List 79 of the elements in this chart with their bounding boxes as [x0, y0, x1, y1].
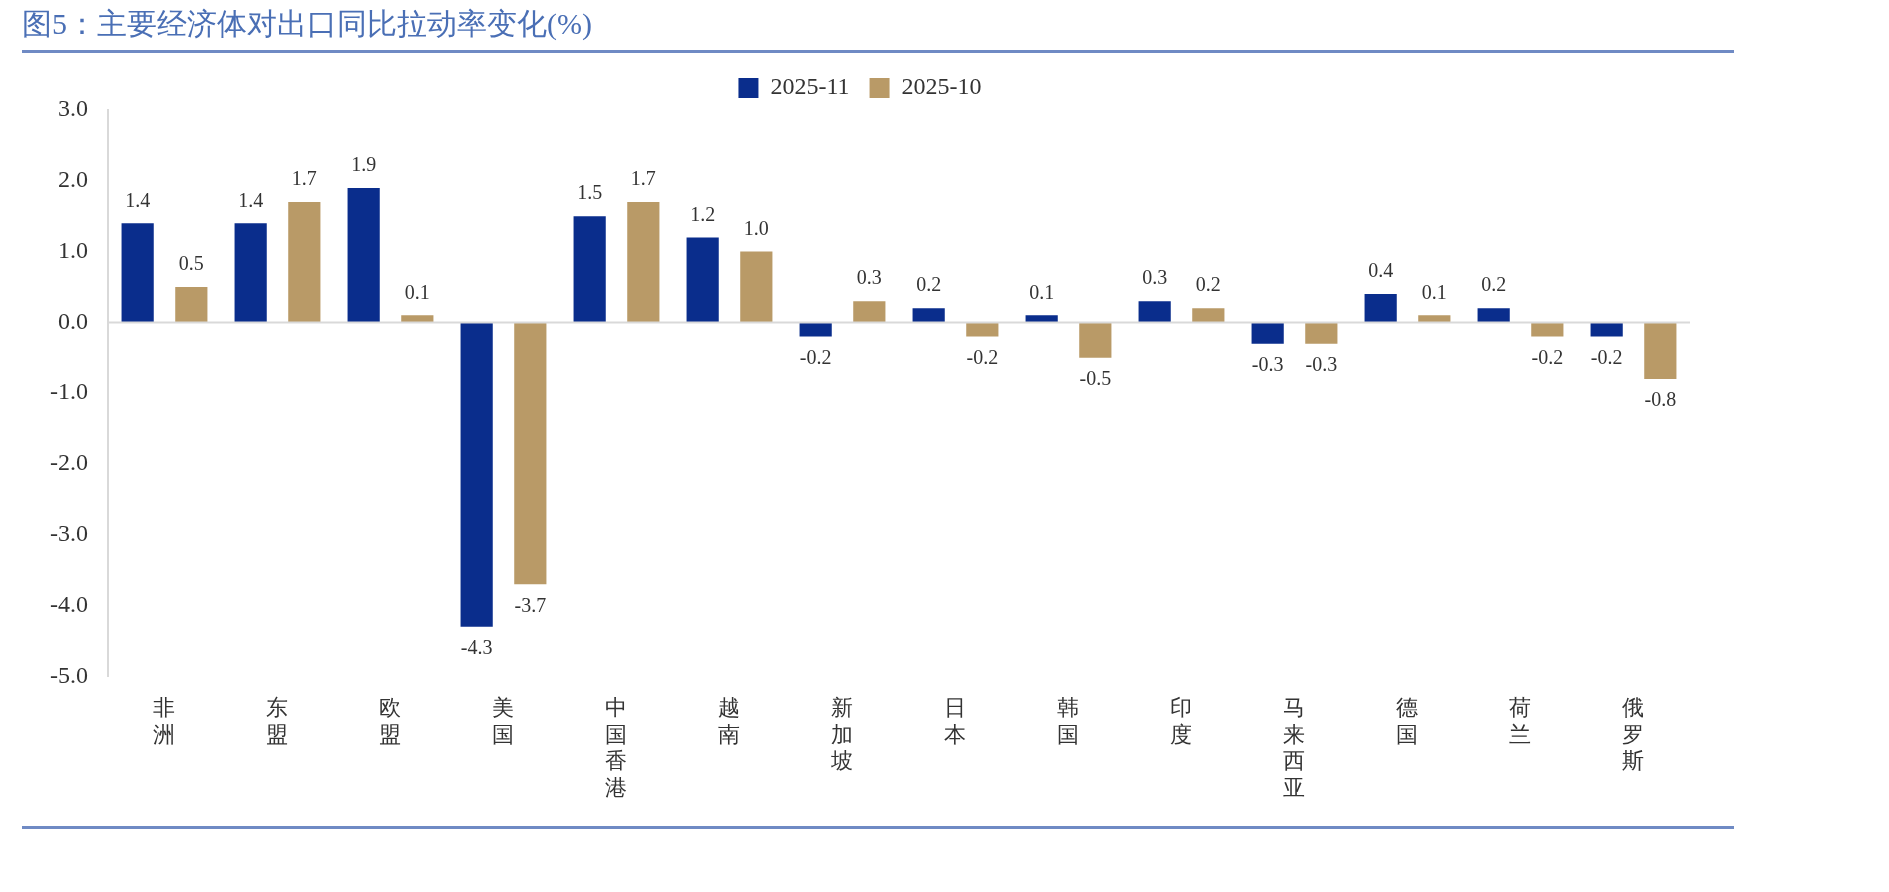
bar [1477, 308, 1510, 323]
bar [853, 301, 886, 323]
y-tick-label: 2.0 [57, 166, 88, 193]
x-tick-label: 新加坡 [830, 695, 854, 774]
data-label: 1.2 [690, 202, 716, 225]
data-label: 0.1 [404, 280, 430, 303]
bar [1590, 322, 1623, 337]
data-label: 0.5 [178, 252, 204, 275]
data-label: 0.2 [1195, 273, 1221, 296]
bar [1364, 294, 1397, 323]
x-tick-label: 荷兰 [1509, 695, 1532, 747]
bar [573, 216, 606, 323]
data-label: 1.4 [125, 188, 151, 211]
bar [1138, 301, 1171, 323]
data-label: 0.2 [1481, 273, 1507, 296]
data-label: -0.2 [799, 345, 832, 368]
bar [1644, 322, 1677, 380]
data-label: -0.2 [1531, 345, 1564, 368]
data-label: -0.2 [1590, 345, 1623, 368]
y-tick-label: -4.0 [49, 590, 88, 617]
data-label: -4.3 [460, 636, 493, 659]
bar [966, 322, 999, 337]
data-label: -0.5 [1079, 367, 1112, 390]
bar [460, 322, 493, 627]
x-tick-label: 欧盟 [379, 695, 402, 747]
x-tick-label: 俄罗斯 [1622, 695, 1645, 774]
data-label: 1.4 [238, 188, 264, 211]
x-tick-label: 越南 [718, 695, 741, 747]
x-tick-label: 日本 [944, 695, 967, 747]
y-tick-label: 3.0 [57, 95, 88, 122]
bar [1305, 322, 1338, 344]
x-tick-label: 美国 [492, 695, 515, 747]
data-label: 1.7 [291, 167, 317, 190]
bar [1531, 322, 1564, 337]
bar [175, 287, 208, 323]
x-tick-label: 韩国 [1057, 695, 1080, 747]
x-tick-label: 非洲 [153, 695, 176, 747]
bar [686, 237, 719, 323]
data-label: 1.0 [743, 216, 769, 239]
data-label: 0.4 [1368, 259, 1394, 282]
y-tick-label: 1.0 [57, 236, 88, 263]
data-label: 1.5 [577, 181, 603, 204]
bar [740, 251, 773, 323]
y-tick-label: -2.0 [49, 449, 88, 476]
bar [1251, 322, 1284, 344]
bar [234, 223, 267, 323]
data-label: -3.7 [514, 593, 547, 616]
x-tick-label: 东盟 [266, 695, 289, 747]
y-tick-label: -1.0 [49, 378, 88, 405]
data-label: 1.7 [630, 167, 656, 190]
y-tick-label: -5.0 [49, 661, 88, 688]
data-label: -0.3 [1251, 352, 1284, 375]
legend-label: 2025-10 [901, 73, 982, 100]
data-label: 0.3 [856, 266, 882, 289]
data-label: 1.9 [351, 153, 377, 176]
data-label: 0.1 [1029, 280, 1055, 303]
data-label: -0.3 [1305, 352, 1338, 375]
bar [912, 308, 945, 323]
bar [627, 202, 660, 323]
x-tick-label: 德国 [1396, 695, 1419, 747]
x-tick-label: 中国香港 [605, 695, 628, 800]
bar [288, 202, 321, 323]
bar [121, 223, 154, 323]
chart-title: 图5：主要经济体对出口同比拉动率变化(%) [22, 6, 592, 42]
bar [514, 322, 547, 585]
y-tick-label: 0.0 [57, 307, 88, 334]
x-tick-label: 马来西亚 [1283, 695, 1306, 800]
data-label: 0.1 [1421, 280, 1447, 303]
y-tick-label: -3.0 [49, 520, 88, 547]
bar [347, 187, 380, 323]
data-label: -0.2 [966, 345, 999, 368]
data-label: 0.3 [1142, 266, 1168, 289]
legend-label: 2025-11 [770, 73, 850, 100]
x-tick-label: 印度 [1170, 695, 1193, 747]
bar [1192, 308, 1225, 323]
data-label: -0.8 [1644, 388, 1677, 411]
bar [799, 322, 832, 337]
data-label: 0.2 [916, 273, 942, 296]
bar [1079, 322, 1112, 358]
